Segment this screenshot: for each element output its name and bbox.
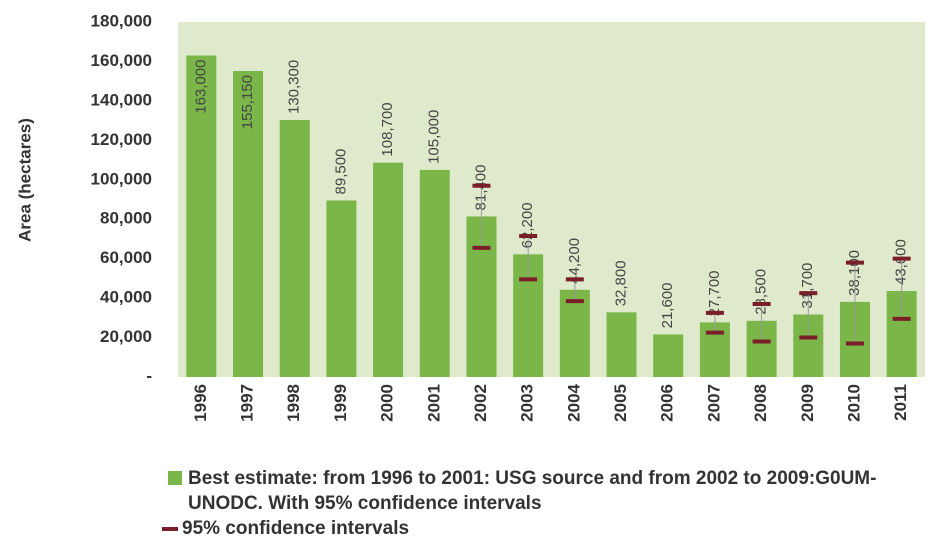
- value-label: 89,500: [332, 149, 349, 195]
- value-label: 43,600: [893, 239, 910, 285]
- value-label: 32,800: [613, 260, 630, 306]
- x-tick-label: 2008: [751, 384, 770, 422]
- legend-swatch: [168, 471, 182, 485]
- bar: [559, 289, 590, 377]
- bar: [279, 120, 310, 378]
- legend-label: 95% confidence intervals: [182, 518, 410, 539]
- legend-label: Best estimate: from 1996 to 2001: USG so…: [188, 468, 877, 514]
- y-tick-label: 140,000: [91, 90, 152, 109]
- x-tick-label: 2002: [471, 384, 490, 422]
- legend-swatch: [162, 527, 178, 531]
- y-tick-label: 80,000: [100, 209, 152, 228]
- value-label: 31,700: [799, 263, 816, 309]
- x-tick-label: 2000: [378, 384, 397, 422]
- y-tick-label: 180,000: [91, 11, 152, 30]
- y-tick-label: 20,000: [100, 327, 152, 346]
- x-tick-label: 1997: [238, 384, 257, 422]
- legend: Best estimate: from 1996 to 2001: USG so…: [162, 466, 918, 541]
- y-tick-label: 160,000: [91, 51, 152, 70]
- x-tick-label: 2004: [564, 383, 583, 421]
- legend-item: Best estimate: from 1996 to 2001: USG so…: [168, 466, 918, 516]
- bar: [326, 200, 357, 377]
- y-tick-label: 40,000: [100, 288, 152, 307]
- x-tick-label: 2006: [658, 384, 677, 422]
- value-label: 27,700: [706, 270, 723, 316]
- x-tick-label: 2007: [704, 384, 723, 422]
- value-label: 38,100: [846, 250, 863, 296]
- value-label: 21,600: [659, 283, 676, 329]
- y-tick-label: 120,000: [91, 130, 152, 149]
- value-label: 108,700: [379, 102, 396, 156]
- y-tick-label: 100,000: [91, 169, 152, 188]
- value-label: 28,500: [753, 269, 770, 315]
- bar: [419, 169, 450, 377]
- x-tick-label: 1996: [191, 384, 210, 422]
- x-tick-label: 1998: [284, 384, 303, 422]
- x-tick-label: 2010: [844, 384, 863, 422]
- y-tick-label: 60,000: [100, 248, 152, 267]
- y-axis-label: Area (hectares): [15, 118, 34, 242]
- bar: [653, 334, 684, 377]
- x-tick-label: 2009: [798, 384, 817, 422]
- value-label: 155,150: [239, 75, 256, 129]
- y-tick-label: -: [146, 366, 152, 385]
- x-tick-label: 2001: [424, 384, 443, 422]
- bar: [186, 55, 217, 378]
- value-label: 44,200: [566, 238, 583, 284]
- value-label: 105,000: [426, 110, 443, 164]
- x-tick-label: 1999: [331, 384, 350, 422]
- x-tick-label: 2003: [518, 384, 537, 422]
- bar: [373, 162, 404, 377]
- bar: [233, 71, 264, 378]
- x-tick-label: 2005: [611, 384, 630, 422]
- chart: Area (hectares) - 20,000 40,000 60,000 80,00…: [15, 11, 925, 422]
- value-label: 163,000: [192, 60, 209, 114]
- value-label: 130,300: [286, 60, 303, 114]
- legend-item: 95% confidence intervals: [162, 516, 918, 541]
- bar: [606, 312, 637, 377]
- x-tick-label: 2011: [891, 384, 910, 421]
- value-label: 62,200: [519, 202, 536, 248]
